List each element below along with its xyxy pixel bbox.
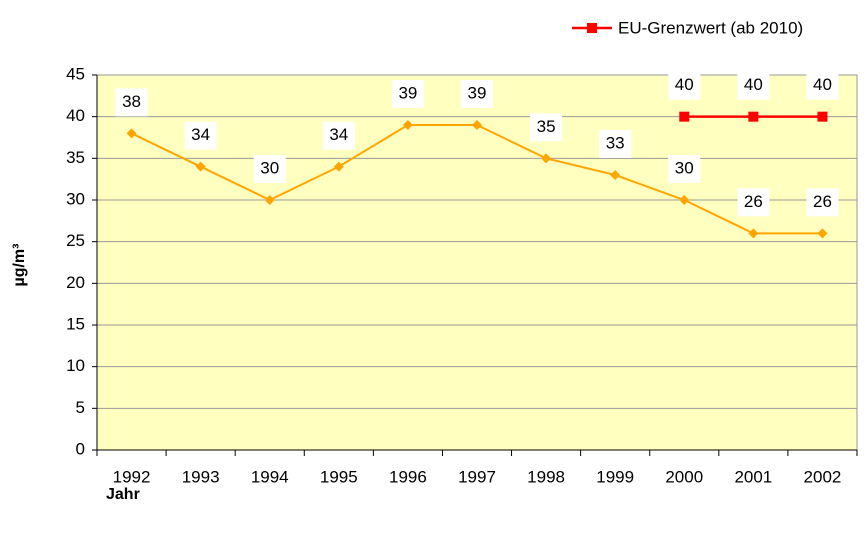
data-label-box <box>668 71 701 100</box>
data-label: 38 <box>122 92 141 111</box>
marker <box>472 120 482 130</box>
data-label: 30 <box>260 158 279 177</box>
data-label-box <box>253 155 286 183</box>
marker <box>679 111 690 122</box>
data-label: 39 <box>398 83 417 102</box>
y-tick-label: 0 <box>76 439 85 458</box>
data-label: 40 <box>675 75 694 94</box>
y-tick-label: 40 <box>66 106 85 125</box>
marker <box>748 228 759 239</box>
data-label-box <box>391 80 424 108</box>
marker <box>195 161 206 172</box>
x-tick-label: 1993 <box>182 467 220 486</box>
marker <box>679 195 690 205</box>
data-label: 34 <box>191 125 210 144</box>
y-tick-label: 35 <box>66 148 85 167</box>
marker <box>610 170 621 180</box>
data-label: 26 <box>744 192 763 211</box>
y-tick-label: 25 <box>66 231 85 250</box>
x-tick-label: 1999 <box>596 467 634 486</box>
marker <box>541 153 552 164</box>
data-label-box <box>737 71 770 100</box>
data-label: 35 <box>537 117 556 136</box>
x-tick-label: 2002 <box>804 467 842 486</box>
data-label: 40 <box>813 75 832 94</box>
plot-area <box>96 74 858 451</box>
x-tick-label: 1995 <box>320 467 358 486</box>
marker <box>817 111 828 122</box>
marker <box>748 111 759 122</box>
data-label-box <box>806 188 839 217</box>
data-label-box <box>737 188 770 217</box>
legend-marker <box>587 23 597 33</box>
y-tick-label: 5 <box>76 398 85 417</box>
data-label-box <box>322 121 355 150</box>
marker <box>817 228 828 239</box>
y-tick-label: 20 <box>66 273 85 292</box>
x-tick-label: 1997 <box>458 467 496 486</box>
data-label-box <box>461 80 493 108</box>
data-label-box <box>668 155 701 183</box>
y-axis-label: µg/m³ <box>11 244 28 287</box>
data-label: 40 <box>744 75 763 94</box>
y-tick-label: 45 <box>66 64 85 83</box>
x-tick-label: 1994 <box>251 467 289 486</box>
data-label-box <box>599 130 632 158</box>
y-tick-label: 10 <box>66 356 85 375</box>
x-tick-label: 1998 <box>527 467 565 486</box>
data-label: 34 <box>329 125 348 144</box>
data-label: 30 <box>675 158 694 177</box>
x-tick-label: 1996 <box>389 467 427 486</box>
y-tick-label: 30 <box>66 189 85 208</box>
data-label-box <box>184 121 217 150</box>
data-label: 26 <box>813 192 832 211</box>
marker <box>264 195 275 205</box>
marker <box>126 128 137 139</box>
marker <box>333 161 344 172</box>
data-label: 33 <box>606 133 625 152</box>
x-tick-label: 1992 <box>113 467 151 486</box>
x-tick-label: 2000 <box>665 467 703 486</box>
data-label-box <box>806 71 839 100</box>
x-axis-label: Jahr <box>106 486 140 503</box>
data-label-box <box>530 113 563 142</box>
data-label: 39 <box>468 83 487 102</box>
data-label-box <box>115 88 148 117</box>
y-tick-label: 15 <box>66 314 85 333</box>
x-tick-label: 2001 <box>734 467 772 486</box>
legend-label: EU-Grenzwert (ab 2010) <box>618 18 803 37</box>
marker <box>402 120 413 130</box>
